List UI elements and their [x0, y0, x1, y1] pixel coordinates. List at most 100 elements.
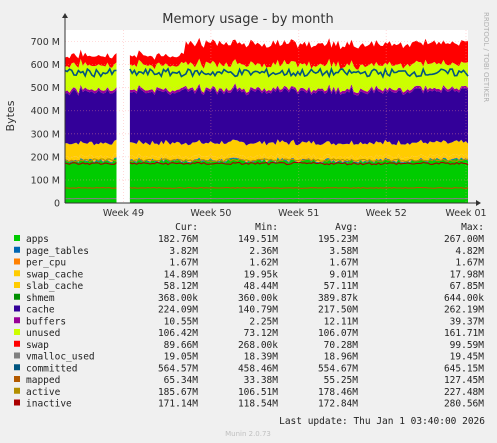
legend-value-max: 262.19M	[444, 305, 484, 316]
legend-value-min: 48.44M	[244, 281, 279, 292]
legend-value-max: 280.56M	[444, 399, 484, 410]
line-mapped-1	[129, 186, 469, 189]
legend-value-min: 140.79M	[238, 305, 278, 316]
area-unused-0	[65, 58, 117, 94]
x-tick-label: Week 50	[190, 208, 231, 219]
legend-value-max: 39.37M	[450, 316, 485, 327]
legend-value-avg: 195.23M	[318, 234, 358, 245]
area-buffers-1	[129, 83, 468, 96]
legend-value-avg: 18.96M	[324, 352, 359, 363]
x-tick-labels: Week 49 Week 50 Week 51 Week 52 Week 01	[103, 208, 487, 219]
legend-value-cur: 564.57M	[158, 363, 198, 374]
legend-value-max: 4.82M	[455, 246, 484, 257]
legend-value-min: 1.62M	[249, 258, 278, 269]
legend-value-max: 17.98M	[450, 269, 485, 280]
legend-name: buffers	[26, 316, 66, 327]
legend-value-avg: 554.67M	[318, 363, 358, 374]
legend-value-avg: 57.11M	[324, 281, 359, 292]
legend-swatch	[14, 305, 20, 312]
legend-name: swap_cache	[26, 269, 83, 280]
legend-value-cur: 185.67M	[158, 387, 198, 398]
area-swap-0	[65, 49, 117, 68]
legend-column-header: Avg:	[335, 222, 358, 233]
legend-swatch	[14, 258, 20, 265]
legend-value-cur: 106.42M	[158, 328, 198, 339]
line-committed-1	[129, 66, 469, 79]
legend-value-min: 118.54M	[238, 399, 278, 410]
legend-value-min: 106.51M	[238, 387, 278, 398]
legend-value-avg: 12.11M	[324, 316, 359, 327]
legend-swatch	[14, 282, 20, 288]
x-axis-arrow	[476, 200, 481, 206]
legend-swatch	[14, 352, 20, 359]
legend-value-avg: 55.25M	[324, 375, 359, 386]
legend-swatch	[14, 293, 20, 300]
legend-value-max: 645.15M	[444, 363, 484, 374]
y-tick-label: 600 M	[31, 60, 60, 71]
legend-value-cur: 182.76M	[158, 234, 198, 245]
legend-name: page_tables	[26, 246, 89, 257]
legend-value-min: 73.12M	[244, 328, 279, 339]
line-inactive-0	[64, 162, 117, 166]
rrdtool-credit: RRDTOOL / TOBI OETIKER	[482, 12, 490, 102]
y-tick-label: 300 M	[31, 129, 60, 140]
legend-value-min: 18.39M	[244, 352, 279, 363]
legend-value-cur: 19.05M	[164, 352, 199, 363]
legend-value-min: 360.00k	[238, 293, 278, 304]
legend-value-avg: 106.07M	[318, 328, 358, 339]
munin-version: Munin 2.0.73	[225, 430, 271, 438]
line-active-1	[129, 158, 468, 163]
legend-swatch	[14, 364, 20, 371]
area-cache-0	[65, 87, 117, 146]
line-inactive-1	[129, 161, 469, 166]
legend-value-avg: 1.67M	[329, 258, 358, 269]
legend-swatch	[14, 329, 20, 335]
legend-column-header: Cur:	[175, 222, 198, 233]
legend-name: active	[26, 387, 61, 398]
area-apps-0	[65, 158, 117, 203]
legend-swatch	[14, 340, 20, 347]
legend-value-cur: 224.09M	[158, 305, 198, 316]
legend-name: inactive	[26, 399, 72, 410]
stacked-areas	[65, 37, 468, 203]
legend-name: cache	[26, 305, 55, 316]
legend-column-header: Max:	[461, 222, 484, 233]
area-per_cpu-0	[65, 157, 117, 163]
area-apps-1	[129, 158, 468, 203]
legend-value-max: 644.00k	[444, 293, 484, 304]
legend-value-cur: 1.67M	[169, 258, 198, 269]
area-page_tables-0	[65, 157, 117, 164]
area-buffers-0	[65, 84, 117, 96]
legend-value-avg: 172.84M	[318, 399, 358, 410]
legend-value-max: 1.67M	[455, 258, 484, 269]
legend-value-max: 19.45M	[450, 352, 485, 363]
legend-value-max: 127.45M	[444, 375, 484, 386]
legend-value-cur: 171.14M	[158, 399, 198, 410]
legend-value-cur: 65.34M	[164, 375, 199, 386]
legend-value-min: 2.25M	[249, 316, 278, 327]
legend-swatch	[14, 317, 20, 324]
legend-name: apps	[26, 234, 49, 245]
legend-value-avg: 178.46M	[318, 387, 358, 398]
series-lines	[64, 66, 469, 200]
legend-swatch	[14, 235, 20, 241]
legend-value-cur: 14.89M	[164, 269, 199, 280]
legend-swatch	[14, 399, 20, 406]
legend-name: slab_cache	[26, 281, 83, 292]
legend-name: swap	[26, 340, 49, 351]
last-update: Last update: Thu Jan 1 03:40:00 2026	[279, 416, 485, 427]
y-axis-label: Bytes	[4, 100, 17, 131]
legend-value-avg: 9.01M	[329, 269, 358, 280]
legend-value-min: 149.51M	[238, 234, 278, 245]
legend-value-min: 33.38M	[244, 375, 279, 386]
legend-value-avg: 217.50M	[318, 305, 358, 316]
area-slab_cache-1	[129, 139, 468, 159]
x-tick-label: Week 01	[445, 208, 486, 219]
legend-table: Cur: Min: Avg: Max: apps 182.76M 149.51M 195.23…	[14, 222, 484, 410]
legend-column-header: Min:	[255, 222, 278, 233]
area-slab_cache-0	[65, 139, 117, 159]
y-tick-label: 500 M	[31, 83, 60, 94]
legend-name: mapped	[26, 375, 60, 386]
legend-value-cur: 368.00k	[158, 293, 198, 304]
